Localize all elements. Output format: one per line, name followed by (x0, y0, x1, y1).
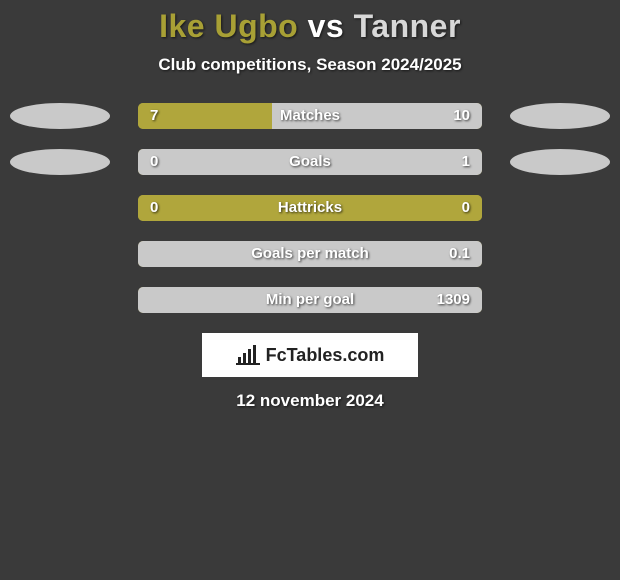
stat-value-player2: 0 (462, 195, 470, 221)
stat-value-player2: 1 (462, 149, 470, 175)
stat-row: 01Goals (0, 149, 620, 175)
bar-fill-player2 (138, 287, 482, 313)
player1-badge (10, 103, 110, 129)
stat-value-player1: 0 (150, 195, 158, 221)
stat-value-player2: 0.1 (449, 241, 470, 267)
bar-fill-player2 (272, 103, 482, 129)
player2-badge (510, 149, 610, 175)
subtitle: Club competitions, Season 2024/2025 (0, 55, 620, 75)
stat-bar: 01Goals (138, 149, 482, 175)
stat-row: 710Matches (0, 103, 620, 129)
stat-bar: 710Matches (138, 103, 482, 129)
player2-badge (510, 103, 610, 129)
page-title: Ike Ugbo vs Tanner (0, 8, 620, 45)
barchart-icon (236, 345, 260, 365)
stat-row: 0.1Goals per match (0, 241, 620, 267)
stat-value-player1: 0 (150, 149, 158, 175)
stat-value-player2: 10 (453, 103, 470, 129)
title-player1: Ike Ugbo (159, 8, 298, 44)
stat-value-player1: 7 (150, 103, 158, 129)
stat-row: 00Hattricks (0, 195, 620, 221)
stat-bar: 1309Min per goal (138, 287, 482, 313)
stat-bar: 00Hattricks (138, 195, 482, 221)
logo-text: FcTables.com (266, 345, 385, 366)
bar-fill-player1 (138, 195, 482, 221)
title-player2: Tanner (354, 8, 461, 44)
logo-box: FcTables.com (202, 333, 418, 377)
title-vs: vs (308, 8, 345, 44)
comparison-card: Ike Ugbo vs Tanner Club competitions, Se… (0, 0, 620, 411)
stat-value-player2: 1309 (437, 287, 470, 313)
stat-bar: 0.1Goals per match (138, 241, 482, 267)
bar-fill-player2 (138, 149, 482, 175)
player1-badge (10, 149, 110, 175)
bar-fill-player2 (138, 241, 482, 267)
stat-rows: 710Matches01Goals00Hattricks0.1Goals per… (0, 103, 620, 313)
stat-row: 1309Min per goal (0, 287, 620, 313)
footer-date: 12 november 2024 (0, 391, 620, 411)
